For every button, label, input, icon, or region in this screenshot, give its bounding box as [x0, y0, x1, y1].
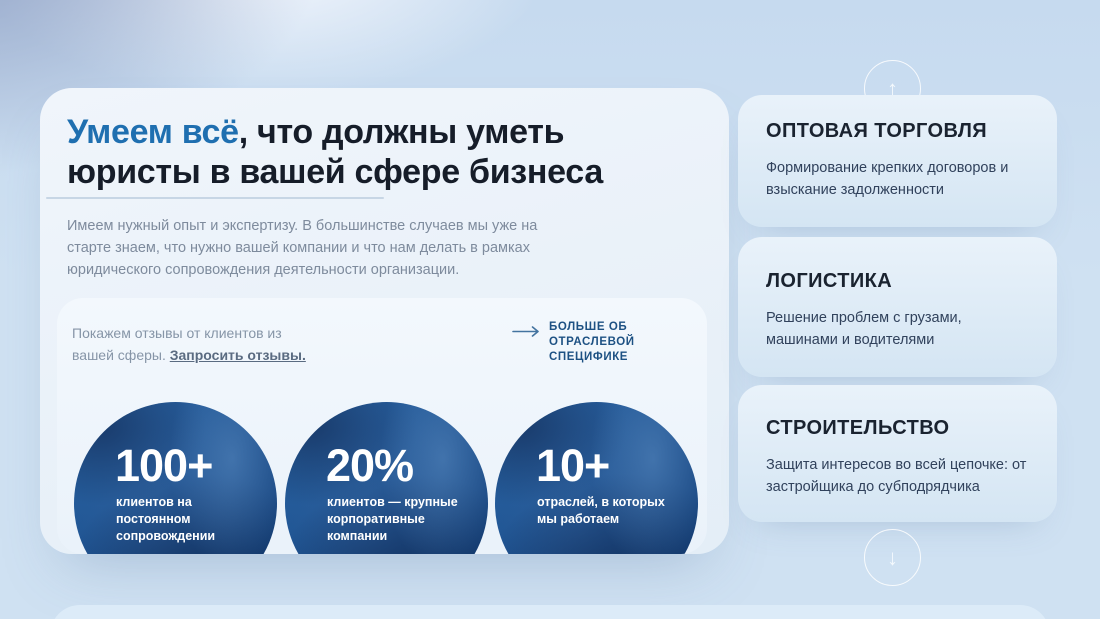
stat-circle-clients: 100+ клиентов на постоянном сопровождени… — [74, 402, 277, 554]
title-divider — [46, 197, 384, 199]
stat-circle-corporate: 20% клиентов — крупные корпоративные ком… — [285, 402, 488, 554]
stat-circle-industries: 10+ отраслей, в которых мы работаем — [495, 402, 698, 554]
long-right-arrow-icon — [512, 324, 540, 342]
next-section-card — [50, 605, 1050, 619]
stat-value: 100+ — [115, 440, 213, 491]
page-title: Умеем всё, что должны уметь юристы в ваш… — [67, 112, 692, 192]
stat-value: 20% — [326, 440, 414, 491]
industry-card-wholesale[interactable]: ОПТОВАЯ ТОРГОВЛЯ Формирование крепких до… — [738, 95, 1057, 227]
title-highlight: Умеем всё — [67, 113, 239, 151]
stat-label: отраслей, в которых мы работаем — [537, 495, 665, 526]
industry-card-construction[interactable]: СТРОИТЕЛЬСТВО Защита интересов во всей ц… — [738, 385, 1057, 522]
industry-card-description: Решение проблем с грузами, машинами и во… — [766, 310, 962, 348]
request-reviews-link[interactable]: Запросить отзывы. — [169, 347, 306, 363]
industry-card-title: СТРОИТЕЛЬСТВО — [766, 417, 950, 439]
reviews-text: Покажем отзывы от клиентов из вашей сфер… — [72, 322, 322, 366]
industry-cta[interactable]: БОЛЬШЕ ОБ ОТРАСЛЕВОЙ СПЕЦИФИКЕ — [512, 320, 692, 365]
industry-card-description: Формирование крепких договоров и взыскан… — [766, 160, 1009, 198]
reviews-text-static: Покажем отзывы от клиентов из вашей сфер… — [72, 325, 282, 363]
arrow-down-icon: ↓ — [887, 544, 898, 570]
scroll-down-button[interactable]: ↓ — [864, 529, 921, 586]
industry-card-title: ЛОГИСТИКА — [766, 270, 893, 292]
industry-card-title: ОПТОВАЯ ТОРГОВЛЯ — [766, 120, 988, 142]
stat-label: клиентов на постоянном сопровождении — [116, 495, 216, 543]
industry-card-logistics[interactable]: ЛОГИСТИКА Решение проблем с грузами, маш… — [738, 237, 1057, 377]
industry-card-description: Защита интересов во всей цепочке: от зас… — [766, 457, 1027, 495]
reviews-card: Покажем отзывы от клиентов из вашей сфер… — [57, 298, 707, 554]
intro-text: Имеем нужный опыт и экспертизу. В больши… — [67, 218, 538, 278]
industry-cta-label: БОЛЬШЕ ОБ ОТРАСЛЕВОЙ СПЕЦИФИКЕ — [549, 321, 635, 363]
main-card: Умеем всё, что должны уметь юристы в ваш… — [40, 88, 729, 554]
stat-value: 10+ — [536, 440, 610, 491]
stat-label: клиентов — крупные корпоративные компани… — [327, 495, 458, 543]
arrow-up-icon: ↑ — [887, 75, 898, 101]
title-rest: , что должны уметь юристы в вашей сфере … — [67, 113, 603, 191]
